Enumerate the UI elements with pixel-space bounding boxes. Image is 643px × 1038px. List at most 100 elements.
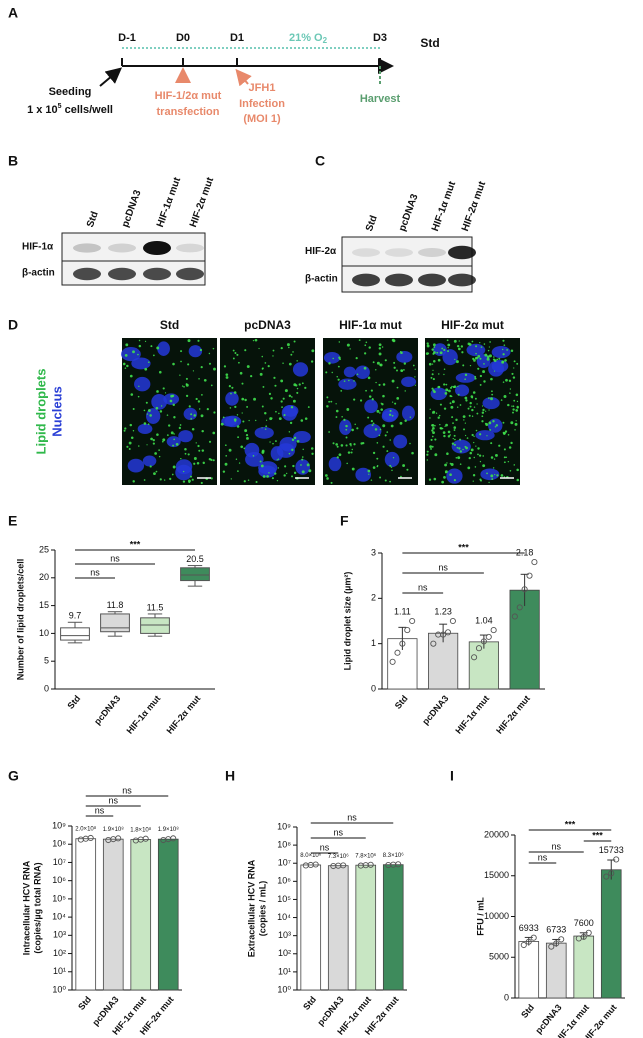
lipid-droplet	[464, 373, 468, 377]
lipid-droplet	[146, 444, 148, 446]
lipid-droplet	[298, 383, 301, 386]
lipid-droplet	[391, 379, 395, 383]
bar	[300, 864, 322, 991]
lipid-droplet	[296, 360, 298, 362]
lipid-droplet	[264, 362, 267, 364]
lipid-droplet	[507, 433, 510, 436]
data-point	[394, 649, 401, 656]
lipid-droplet	[191, 427, 195, 431]
lipid-droplet	[432, 431, 435, 435]
lipid-droplet	[150, 437, 153, 441]
value-label: 11.5	[147, 602, 164, 612]
lipid-droplet	[293, 383, 297, 387]
lipid-droplet	[475, 345, 478, 348]
lipid-droplet	[304, 417, 308, 420]
nucleus	[188, 345, 203, 358]
lipid-droplet	[364, 352, 367, 355]
box	[180, 567, 210, 582]
significance-label: ns	[95, 805, 105, 815]
day-label: D-1	[118, 32, 136, 44]
data-point	[440, 631, 447, 638]
lipid-droplet	[446, 452, 449, 455]
y-tick-label: 10⁷	[278, 858, 291, 868]
lipid-droplet	[332, 357, 334, 360]
column-label: pcDNA3	[244, 318, 291, 332]
lipid-droplet	[235, 458, 238, 460]
blot-band	[143, 241, 171, 255]
lipid-droplet	[234, 420, 236, 422]
nucleus	[338, 378, 357, 390]
lipid-droplet	[307, 406, 310, 408]
lipid-droplet	[474, 466, 477, 468]
day-label: D0	[176, 32, 190, 44]
lipid-droplet	[351, 467, 355, 471]
lipid-droplet	[193, 414, 196, 417]
lane-label: pcDNA3	[120, 188, 144, 229]
data-point	[395, 861, 402, 868]
lipid-droplet	[394, 402, 397, 405]
lipid-droplet	[143, 479, 146, 481]
lipid-droplet	[458, 447, 461, 450]
nucleus	[455, 372, 476, 383]
lipid-droplet	[228, 448, 232, 452]
lipid-droplet	[368, 473, 370, 475]
lipid-droplet	[450, 463, 454, 467]
lipid-droplet	[502, 353, 505, 356]
lipid-droplet	[328, 362, 331, 365]
lipid-droplet	[464, 422, 466, 424]
lipid-droplet	[184, 447, 187, 451]
lipid-droplet	[509, 388, 512, 390]
lipid-droplet	[376, 465, 379, 468]
lipid-droplet	[490, 456, 494, 459]
lipid-droplet	[146, 413, 149, 415]
lipid-droplet	[389, 439, 391, 441]
lipid-droplet	[164, 392, 167, 394]
lipid-droplet	[201, 394, 203, 396]
lipid-droplet	[190, 418, 193, 420]
lipid-droplet	[491, 478, 494, 481]
bar	[382, 864, 404, 991]
x-tick-label: HIF-2α mut	[494, 693, 532, 735]
lipid-droplet	[443, 434, 446, 438]
bar	[509, 589, 540, 690]
lipid-droplet	[326, 405, 329, 408]
nucleus	[364, 399, 378, 414]
nucleus	[339, 419, 352, 436]
data-point	[485, 633, 492, 640]
lipid-droplet	[483, 343, 486, 345]
nucleus	[295, 459, 311, 475]
bar	[130, 839, 152, 991]
lipid-droplet	[469, 405, 472, 408]
value-label: 1.9×10⁸	[103, 826, 125, 833]
infection-arrow	[235, 68, 252, 87]
lipid-droplet	[241, 412, 243, 414]
y-tick-label: 10⁹	[52, 820, 66, 830]
lipid-droplet	[365, 389, 367, 392]
lipid-droplet	[476, 412, 479, 415]
y-tick-label: 10²	[278, 948, 291, 958]
lipid-droplet	[330, 400, 333, 403]
lipid-droplet	[372, 451, 376, 455]
lipid-droplet	[372, 361, 375, 364]
lipid-droplet	[434, 453, 438, 457]
lipid-droplet	[275, 440, 277, 442]
lipid-droplet	[345, 444, 348, 447]
data-point	[475, 645, 483, 652]
y-tick-label: 10⁸	[277, 839, 291, 849]
lipid-droplet	[464, 396, 468, 400]
lipid-droplet	[172, 444, 175, 447]
nucleus	[384, 451, 400, 468]
day-label: D3	[373, 32, 387, 44]
lipid-droplet	[143, 409, 146, 412]
lipid-droplet	[368, 395, 372, 398]
lipid-droplet	[429, 445, 433, 448]
blot-band	[176, 267, 204, 281]
lipid-droplet	[431, 363, 434, 365]
lipid-droplet	[128, 441, 132, 445]
lipid-droplet	[513, 464, 516, 466]
lipid-droplet	[449, 473, 452, 477]
lipid-droplet	[337, 378, 340, 381]
condition-label: Std	[420, 36, 439, 50]
lipid-droplet	[180, 350, 183, 353]
lipid-droplet	[266, 475, 269, 478]
